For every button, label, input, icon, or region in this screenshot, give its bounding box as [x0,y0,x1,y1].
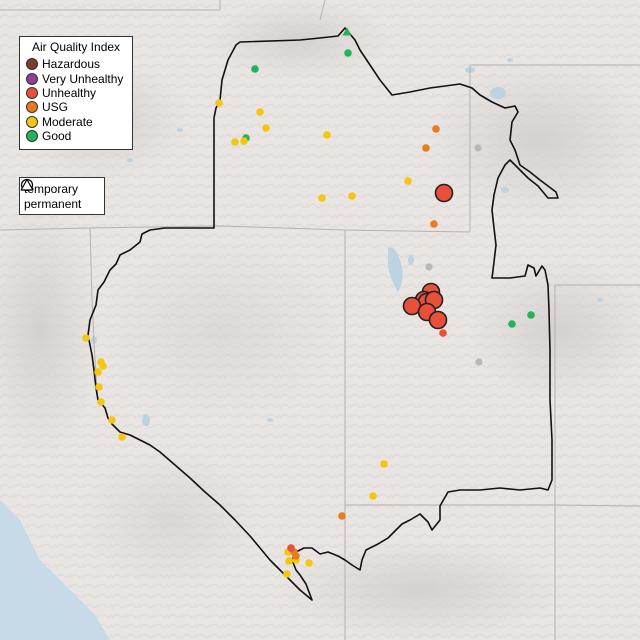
legend-item-moderate: Moderate [26,115,126,129]
monitor-layer[interactable] [82,27,535,578]
legend-item-unhealthy: Unhealthy [26,86,126,100]
monitor-marker-moderate[interactable] [240,137,248,145]
legend-label: USG [42,100,69,115]
usg-swatch [26,101,38,114]
monitor-marker-moderate[interactable] [95,383,103,391]
monitor-marker-usg[interactable] [338,512,346,520]
ocean [0,500,110,640]
monitor-marker-usg[interactable] [432,125,440,133]
monitor-marker-moderate[interactable] [380,460,388,468]
monitor-marker-moderate[interactable] [318,194,326,202]
monitor-marker-moderate[interactable] [99,362,107,370]
monitor-marker-moderate[interactable] [94,368,102,376]
monitor-marker-unhealthy[interactable] [428,310,448,330]
permanent-monitor-good[interactable] [342,27,352,36]
monitor-marker-moderate[interactable] [369,492,377,500]
monitor-marker-moderate[interactable] [118,433,126,441]
monitor-marker-moderate[interactable] [82,334,90,342]
inactive-monitor-marker[interactable] [475,358,483,366]
monitor-marker-moderate[interactable] [283,570,291,578]
aqi-legend: Air Quality Index Hazardous Very Unhealt… [19,36,133,150]
monitor-marker-unhealthy[interactable] [287,544,295,552]
monitor-marker-moderate[interactable] [231,138,239,146]
legend-label: Very Unhealthy [42,71,124,86]
lakes [91,58,603,426]
monitor-marker-moderate[interactable] [108,416,116,424]
triangle-outline-icon [20,178,34,191]
monitor-type-legend: temporary permanent [19,177,105,215]
monitor-marker-good[interactable] [508,320,516,328]
inactive-monitor-marker[interactable] [474,144,482,152]
legend-label: Unhealthy [42,85,97,100]
monitor-marker-usg[interactable] [292,552,300,560]
legend-label: Moderate [42,114,93,129]
inactive-monitor-marker[interactable] [425,263,433,271]
legend-item-usg: USG [26,100,126,114]
very-unhealthy-swatch [26,72,38,85]
legend-label: temporary [24,181,79,196]
inactive-monitors [425,144,483,366]
monitor-marker-moderate[interactable] [215,99,223,107]
monitor-marker-moderate[interactable] [323,131,331,139]
legend-title: Air Quality Index [32,40,121,54]
monitor-marker-usg[interactable] [430,220,438,228]
monitor-marker-moderate[interactable] [348,192,356,200]
monitor-marker-good[interactable] [251,65,259,73]
legend-label: permanent [24,196,82,211]
monitor-marker-unhealthy[interactable] [434,183,454,203]
legend-label: Good [42,129,72,144]
monitor-marker-usg[interactable] [422,144,430,152]
monitor-marker-moderate[interactable] [404,177,412,185]
monitor-marker-good[interactable] [344,49,352,57]
monitor-marker-good[interactable] [527,311,535,319]
unhealthy-swatch [26,86,38,99]
legend-item-temporary: temporary [20,178,100,196]
good-swatch [26,130,38,143]
monitor-marker-moderate[interactable] [262,124,270,132]
legend-item-very-unhealthy: Very Unhealthy [26,71,126,86]
legend-item-hazardous: Hazardous [26,57,126,71]
monitor-marker-moderate[interactable] [97,398,105,406]
legend-item-permanent: permanent [20,178,100,211]
region-boundary [87,27,559,601]
hazardous-swatch [26,58,38,71]
monitor-marker-unhealthy[interactable] [439,329,447,337]
monitor-marker-moderate[interactable] [256,108,264,116]
legend-label: Hazardous [42,57,101,72]
monitor-marker-moderate[interactable] [285,557,293,565]
legend-item-good: Good [26,129,126,143]
monitor-marker-moderate[interactable] [305,559,313,567]
moderate-swatch [26,115,38,128]
